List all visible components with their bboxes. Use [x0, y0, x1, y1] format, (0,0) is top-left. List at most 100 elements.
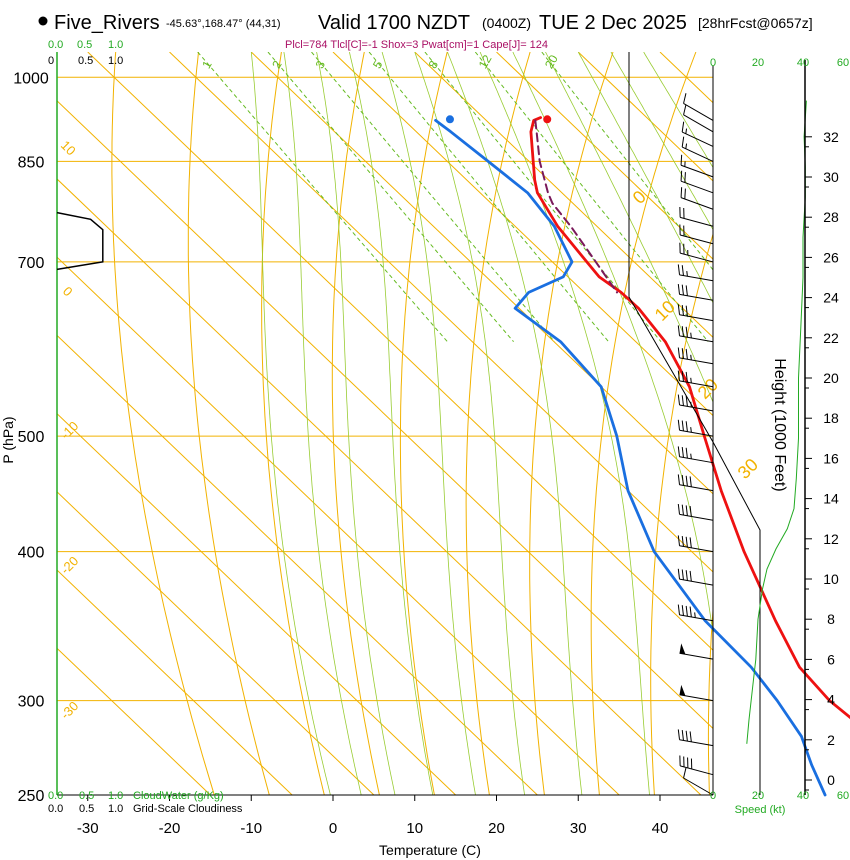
forecast-info: [28hrFcst@0657z] — [698, 15, 813, 31]
mixing-ratio-line — [474, 52, 709, 343]
barb-staff — [679, 293, 714, 301]
cloudwater-top-tick-2: 1.0 — [108, 39, 123, 51]
isotherm-line — [57, 491, 375, 795]
barb-full — [677, 304, 681, 315]
isotherm-line — [57, 569, 293, 795]
barb-staff — [679, 314, 714, 322]
barb-full — [685, 475, 688, 487]
barb-staff — [683, 114, 714, 133]
barb-full — [689, 731, 692, 742]
station-coords: -45.63°,168.47° (44,31) — [166, 18, 281, 30]
cloudwater-bottom-tick-0: 0.0 — [48, 790, 63, 802]
barb-staff — [680, 216, 714, 227]
barb-staff — [680, 164, 714, 178]
wind-barb — [677, 264, 714, 282]
cloudiness-top-tick-2: 1.0 — [108, 55, 123, 67]
moist-adiabat-line — [349, 52, 434, 795]
height-tick-label: 4 — [827, 692, 835, 708]
barb-full — [685, 305, 688, 317]
barb-full — [681, 326, 684, 337]
cloudiness-label: Grid-Scale Cloudiness — [133, 803, 243, 815]
speed-top-tick-0: 0 — [710, 57, 716, 69]
wind-panel — [628, 52, 807, 796]
moist-adiabat-line — [316, 52, 396, 795]
barb-full — [681, 348, 684, 359]
wind-barb — [677, 474, 714, 492]
isotherm-line — [250, 52, 713, 495]
cloudiness-bottom-tick-1: 0.5 — [79, 803, 94, 815]
cloudiness-profile — [56, 211, 104, 271]
cloudiness-top-tick-1: 0.5 — [78, 55, 93, 67]
barb-full — [685, 421, 688, 432]
wind-barb — [683, 93, 714, 121]
wind-barb — [679, 224, 714, 245]
dry-adiabat-line — [261, 52, 325, 795]
cloudwater-bottom-tick-1: 0.5 — [79, 790, 94, 802]
height-tick-label: 20 — [823, 370, 839, 386]
barb-full — [677, 604, 681, 615]
barb-full — [685, 505, 688, 516]
dry-adiabat-line — [331, 52, 380, 795]
isotherm-line — [87, 52, 713, 651]
x-tick-label: -10 — [240, 820, 262, 837]
barb-staff — [681, 146, 714, 162]
height-tick-label: 10 — [823, 571, 839, 587]
x-tick-label: 0 — [329, 820, 337, 837]
temperature-line — [529, 116, 850, 720]
wind-barb — [679, 755, 714, 776]
barb-full — [685, 605, 688, 617]
mixing-ratio-line — [267, 52, 514, 343]
wind-barb — [677, 419, 714, 437]
wind-barb — [680, 187, 714, 210]
barb-full — [681, 420, 684, 431]
barb-full — [685, 395, 688, 407]
moist-adiabat-line — [610, 52, 713, 231]
isotherm-line — [577, 52, 713, 182]
height-tick-label: 26 — [823, 249, 839, 265]
barb-full — [689, 606, 692, 618]
sounding-series — [434, 115, 850, 797]
barb-full — [685, 326, 688, 338]
barb-full — [677, 325, 681, 336]
valid-time: Valid 1700 NZDT — [318, 12, 470, 34]
barb-half — [690, 401, 692, 408]
barb-full — [677, 474, 681, 485]
height-tick-label: 28 — [823, 209, 839, 225]
barb-staff — [679, 404, 714, 412]
mixing-ratio-label: 20 — [542, 52, 561, 71]
barb-full — [681, 536, 684, 547]
cloudwater-top-tick-1: 0.5 — [77, 39, 92, 51]
barb-full — [681, 284, 684, 296]
barb-half — [686, 270, 688, 277]
barb-full — [689, 506, 692, 517]
barb-half — [694, 612, 696, 618]
barb-staff — [680, 180, 714, 194]
x-tick-label: -30 — [77, 820, 99, 837]
barb-staff — [679, 380, 714, 388]
height-tick-label: 2 — [827, 732, 835, 748]
barb-full — [681, 395, 684, 406]
wind-barb — [677, 370, 714, 388]
barb-staff — [680, 197, 714, 210]
barb-full — [683, 104, 687, 115]
station-dot-icon — [38, 16, 48, 26]
moist-adiabat-line — [545, 52, 713, 404]
barb-full — [677, 347, 681, 358]
speed-axis-label: Speed (kt) — [735, 804, 786, 816]
moist-adiabat-line — [283, 52, 362, 795]
barb-full — [681, 569, 684, 580]
mixing-ratio-line — [197, 52, 448, 343]
cloudiness-bottom-tick-2: 1.0 — [108, 803, 123, 815]
barb-full — [681, 504, 684, 516]
barb-half — [690, 453, 692, 459]
wind-barb — [677, 446, 714, 464]
pressure-tick-label: 250 — [18, 788, 45, 805]
speed-bottom-tick-3: 60 — [837, 790, 849, 802]
barb-staff — [679, 545, 714, 553]
barb-half — [690, 332, 692, 338]
height-tick-label: 14 — [823, 491, 839, 507]
barb-staff — [679, 335, 714, 343]
wind-barb — [683, 104, 714, 133]
